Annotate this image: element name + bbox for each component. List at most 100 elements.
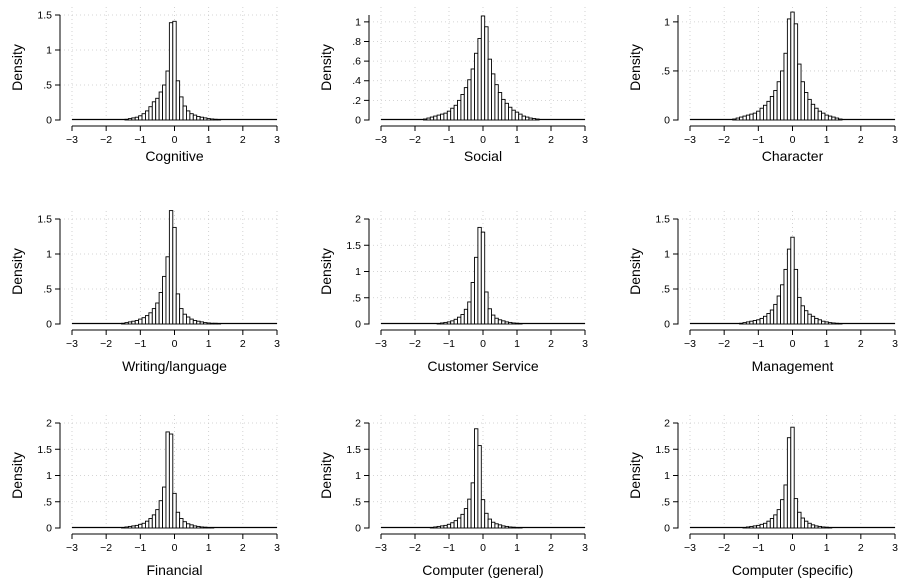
histogram-bar <box>773 303 778 325</box>
y-tick-label: 1 <box>355 266 361 278</box>
histogram-bar <box>831 116 836 121</box>
x-tick-label: −1 <box>752 542 764 554</box>
x-tick-label: −2 <box>409 338 421 350</box>
histogram-bar <box>151 514 157 529</box>
histogram-bar <box>463 508 469 529</box>
y-tick-label: 2 <box>46 418 52 430</box>
histogram-bar <box>429 116 435 121</box>
histogram-bar <box>182 105 187 121</box>
histogram-bar <box>457 517 462 529</box>
histogram-bar <box>450 522 455 529</box>
x-tick-label: 0 <box>172 542 178 554</box>
histogram-bar <box>446 321 452 325</box>
histogram-bar <box>511 526 516 529</box>
histogram-bar <box>508 526 513 529</box>
histogram-bar <box>209 118 215 121</box>
histogram-bar <box>175 293 181 325</box>
histogram-bar <box>206 322 211 325</box>
histogram-bar <box>759 107 764 121</box>
histogram-bar <box>834 117 840 121</box>
histogram-bar <box>213 118 218 121</box>
histogram-bar <box>165 70 170 121</box>
y-tick-label: 0 <box>664 523 670 535</box>
histogram-bar <box>145 520 150 529</box>
y-tick-label: .5 <box>43 284 52 296</box>
x-tick-label: 2 <box>548 338 554 350</box>
histogram-bar <box>168 433 174 529</box>
histogram-bar <box>821 526 826 529</box>
x-tick-label: −1 <box>752 134 764 146</box>
histogram-bar <box>814 525 819 529</box>
x-tick-label: 3 <box>582 542 588 554</box>
y-tick-label: 0 <box>355 115 361 127</box>
histogram-bar <box>192 114 198 121</box>
x-axis-title: Customer Service <box>427 358 538 374</box>
histogram-bar <box>511 109 516 121</box>
histogram-bar <box>756 524 761 529</box>
histogram-bar <box>783 52 788 121</box>
y-tick-label: 1.5 <box>37 10 52 22</box>
y-tick-label: 2 <box>355 214 361 226</box>
histogram-bar <box>487 308 492 325</box>
histogram-bar <box>162 275 167 325</box>
x-tick-label: 2 <box>240 542 246 554</box>
histogram-bar <box>131 320 136 325</box>
histogram-bar <box>186 110 191 121</box>
histogram-bar <box>440 322 445 325</box>
histogram-bar <box>127 321 133 325</box>
histogram-bar <box>804 310 809 325</box>
x-tick-label: 0 <box>480 542 486 554</box>
x-axis-title: Computer (general) <box>422 562 543 578</box>
histogram-bar <box>165 256 170 325</box>
histogram-bar <box>440 113 445 121</box>
y-tick-label: 1 <box>664 16 670 28</box>
histogram-bar <box>824 321 829 325</box>
histogram-bar <box>138 318 143 325</box>
x-tick-label: −2 <box>409 134 421 146</box>
y-axis-title: Density <box>318 248 334 295</box>
histogram-bar <box>155 302 160 325</box>
y-tick-label: 2 <box>355 418 361 430</box>
histogram-bar <box>827 115 833 121</box>
histogram-bar <box>484 26 489 121</box>
histogram-bar <box>172 492 177 529</box>
histogram-bar <box>491 521 496 529</box>
x-tick-label: 1 <box>206 338 212 350</box>
y-tick-label: 0 <box>46 319 52 331</box>
histogram-bar <box>189 524 194 529</box>
x-axis-title: Cognitive <box>145 148 204 164</box>
histogram-bar <box>474 52 479 121</box>
histogram-bar <box>121 527 126 529</box>
x-tick-label: 2 <box>858 134 864 146</box>
histogram-bar <box>436 525 441 529</box>
histogram-bar <box>786 248 792 325</box>
x-tick-label: −1 <box>134 542 146 554</box>
histogram-bar <box>491 314 496 325</box>
x-tick-label: −3 <box>66 134 78 146</box>
histogram-bar <box>749 525 754 529</box>
histogram-panel: 0 .2 .4 .6 .8 1 −3 −2 −1 0 1 2 3 Social Density <box>318 7 588 164</box>
histogram-bar <box>141 522 146 529</box>
histogram-bar <box>804 520 809 529</box>
x-tick-label: −1 <box>443 542 455 554</box>
histogram-bar <box>179 308 184 325</box>
histogram-bar <box>742 527 747 529</box>
histogram-bar <box>797 63 802 121</box>
histogram-bar <box>763 104 768 121</box>
x-tick-label: −2 <box>718 134 730 146</box>
histogram-bar <box>769 309 775 325</box>
histogram-bar <box>453 520 458 529</box>
x-tick-label: 1 <box>824 134 830 146</box>
x-tick-label: 1 <box>206 134 212 146</box>
histogram-bar <box>148 312 153 325</box>
x-tick-label: 1 <box>514 134 520 146</box>
histogram-bar <box>752 525 758 529</box>
histogram-bar <box>172 20 177 121</box>
histogram-bar <box>783 268 788 325</box>
y-tick-label: 0 <box>355 523 361 535</box>
y-tick-label: .2 <box>352 95 361 107</box>
y-tick-label: 0 <box>355 319 361 331</box>
x-tick-label: 3 <box>274 542 280 554</box>
histogram-bar <box>433 115 438 121</box>
x-tick-label: −3 <box>66 542 78 554</box>
